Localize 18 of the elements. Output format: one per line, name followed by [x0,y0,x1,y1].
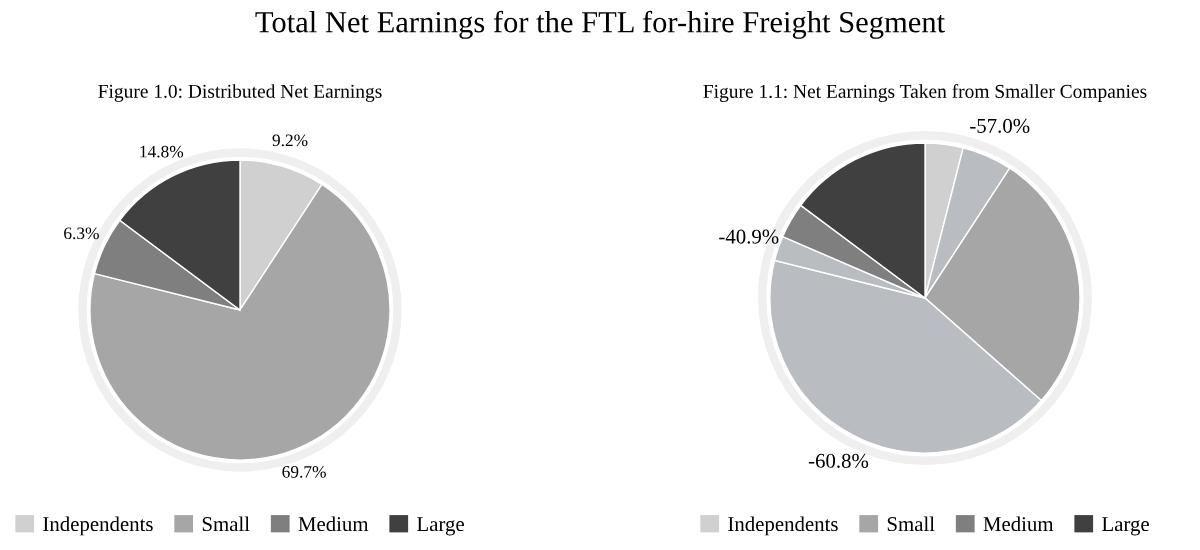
legend-label: Independents [728,516,838,536]
data-label: 14.8% [140,145,184,158]
text: Total Net Earnings for the FTL for-hire Freight Segment [255,10,945,39]
legend-label: Small [202,516,250,532]
legend-label: Independents [43,516,153,536]
data-label: 69.7% [282,466,326,478]
chart-subtitle: Figure 1.1: Net Earnings Taken from Smaller Companies [703,84,1147,102]
text: -40.9% [719,229,779,244]
data-label: 9.2% [272,134,308,147]
chart-subtitle: Figure 1.0: Distributed Net Earnings [98,84,382,102]
legend-label: Medium [298,516,369,532]
text: -60.8% [808,453,869,468]
legend-label: Small [887,516,935,532]
legend-label: Large [417,517,464,536]
text: -57.0% [970,118,1030,133]
data-label: 6.3% [64,227,99,240]
legend-label: Large [1102,517,1149,536]
legend-label: Medium [983,516,1054,532]
